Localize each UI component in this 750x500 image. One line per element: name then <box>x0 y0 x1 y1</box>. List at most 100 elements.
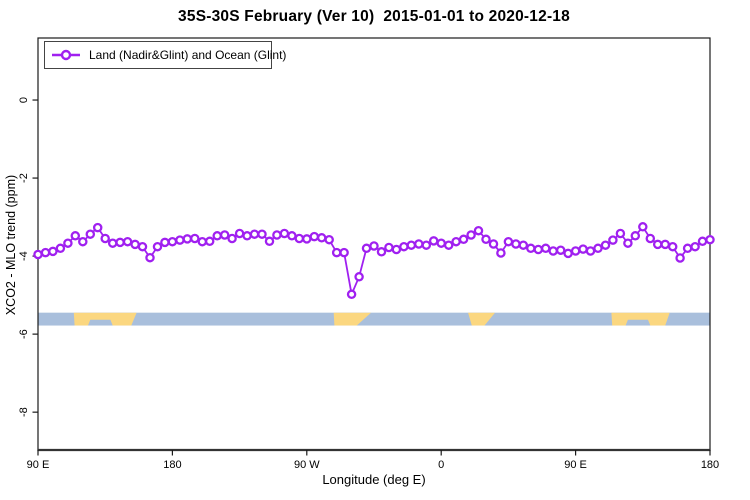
data-point-marker <box>697 236 708 247</box>
data-point-marker <box>511 239 521 249</box>
data-point-marker <box>578 244 588 254</box>
map-band-land <box>333 312 371 326</box>
data-point-marker <box>548 246 558 256</box>
map-band-land <box>611 312 670 326</box>
data-point-marker <box>145 252 155 263</box>
data-point-marker <box>466 230 476 240</box>
data-point-marker <box>346 289 357 300</box>
data-point-marker <box>630 231 641 241</box>
x-tick-label: 90 E <box>564 459 587 471</box>
data-point-marker <box>518 240 529 250</box>
data-point-marker <box>115 237 125 248</box>
data-point-marker <box>272 230 282 240</box>
data-point-marker <box>555 245 566 255</box>
map-band-ocean <box>38 312 710 326</box>
data-point-marker <box>563 248 573 259</box>
map-band-land <box>468 312 495 326</box>
data-point-marker <box>197 236 208 247</box>
data-point-marker <box>593 243 603 254</box>
data-point-marker <box>623 238 633 248</box>
data-point-marker <box>652 239 663 250</box>
data-point-marker <box>249 229 260 239</box>
data-point-marker <box>526 243 536 254</box>
data-point-marker <box>287 231 297 241</box>
data-point-marker <box>384 242 394 253</box>
legend-label: Land (Nadir&Glint) and Ocean (Glint) <box>89 48 287 62</box>
data-point-marker <box>354 272 364 282</box>
data-point-marker <box>481 234 491 245</box>
map-band-land <box>73 312 137 326</box>
data-point-marker <box>600 240 611 250</box>
y-axis-label: XCO2 - MLO trend (ppm) <box>4 174 18 316</box>
data-point-marker <box>227 233 237 244</box>
data-point-marker <box>316 233 327 243</box>
data-point-marker <box>33 249 43 260</box>
data-point-marker <box>645 233 656 244</box>
data-point-marker <box>570 246 581 256</box>
data-point-marker <box>257 229 267 239</box>
data-point-marker <box>92 222 103 233</box>
legend-series-marker-icon <box>52 49 80 61</box>
data-point-marker <box>496 248 506 258</box>
data-point-marker <box>70 231 81 241</box>
data-point-marker <box>339 247 349 258</box>
data-point-marker <box>608 235 618 245</box>
data-point-marker <box>324 234 334 245</box>
y-tick-label: -6 <box>18 329 30 339</box>
data-point-marker <box>48 246 58 257</box>
plot-title: 35S-30S February (Ver 10) 2015-01-01 to … <box>178 8 570 25</box>
data-point-marker <box>204 236 215 247</box>
data-line <box>37 225 711 296</box>
data-point-marker <box>675 253 685 263</box>
data-point-marker <box>309 231 320 242</box>
data-point-marker <box>85 229 96 239</box>
data-point-marker <box>458 234 469 245</box>
data-point-marker <box>533 244 544 255</box>
data-point-marker <box>294 233 305 244</box>
data-point-marker <box>100 233 110 244</box>
data-point-marker <box>167 236 178 247</box>
x-tick-label: 90 W <box>294 459 320 471</box>
data-point-marker <box>391 244 402 255</box>
data-point-marker <box>682 243 693 254</box>
data-point-marker <box>175 235 185 245</box>
data-point-marker <box>152 241 163 252</box>
data-point-marker <box>40 247 51 258</box>
data-point-marker <box>331 247 342 258</box>
data-point-marker <box>660 239 670 250</box>
y-tick-label: 0 <box>18 97 30 103</box>
data-point-marker <box>421 240 432 250</box>
data-point-marker <box>406 240 417 250</box>
data-point-marker <box>503 236 514 247</box>
data-point-marker <box>107 238 118 248</box>
y-tick-label: -4 <box>18 251 30 261</box>
data-point-marker <box>137 241 148 252</box>
x-tick-label: 180 <box>163 459 181 471</box>
data-point-marker <box>369 241 379 251</box>
data-point-marker <box>705 234 715 245</box>
data-point-marker <box>540 243 551 254</box>
data-point-marker <box>615 228 626 239</box>
data-point-marker <box>55 243 66 254</box>
data-point-marker <box>436 238 446 248</box>
data-point-marker <box>443 240 454 250</box>
y-tick-label: -8 <box>18 407 30 417</box>
data-point-marker <box>361 243 372 254</box>
x-tick-label: 90 E <box>27 459 50 471</box>
data-point-marker <box>428 236 439 246</box>
data-point-marker <box>130 239 140 250</box>
data-point-marker <box>667 241 678 252</box>
data-point-marker <box>376 247 387 257</box>
data-point-marker <box>473 225 484 236</box>
data-point-marker <box>414 239 424 249</box>
data-point-marker <box>488 239 499 249</box>
data-point-marker <box>122 236 133 247</box>
data-point-marker <box>585 246 596 256</box>
data-point-marker <box>78 236 88 247</box>
data-point-marker <box>302 234 312 244</box>
data-point-marker <box>279 228 290 239</box>
y-tick-label: -2 <box>18 173 30 183</box>
x-tick-label: 180 <box>701 459 719 471</box>
